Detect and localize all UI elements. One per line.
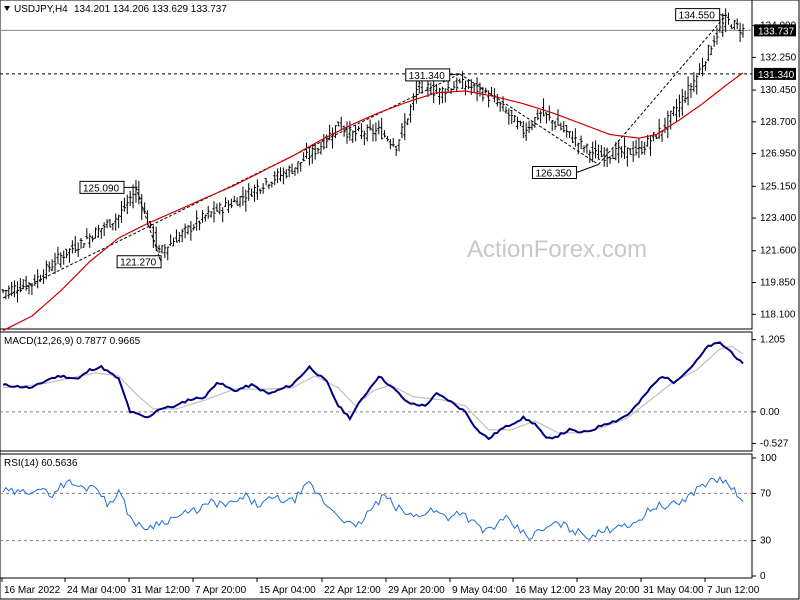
time-tick-label: 23 May 20:00 — [579, 585, 640, 596]
price-tick-label: 130.450 — [760, 85, 797, 96]
rsi-panel — [0, 453, 753, 579]
macd-panel — [0, 331, 753, 452]
level-label: 125.090 — [83, 183, 120, 194]
macd-layer: 1.205 0.00 -0.527 — [0, 335, 789, 449]
moving-average-line — [2, 72, 744, 332]
time-tick-label: 16 Mar 2022 — [4, 585, 61, 596]
rsi-layer: 100 70 30 0 — [0, 453, 777, 582]
resistance-price-text: 131.340 — [758, 70, 795, 81]
dropdown-triangle-icon[interactable] — [4, 6, 10, 11]
price-tick-label: 132.250 — [760, 52, 797, 63]
time-tick-label: 24 Mar 04:00 — [67, 585, 126, 596]
rsi-tick-label: 100 — [760, 453, 777, 464]
time-tick-label: 22 Apr 12:00 — [324, 585, 381, 596]
level-label: 121.270 — [120, 258, 157, 269]
current-price-text: 133.737 — [758, 26, 795, 37]
price-panel — [0, 0, 753, 330]
price-tick-label: 126.950 — [760, 149, 797, 160]
symbol-label: USDJPY,H4 — [14, 4, 68, 15]
time-axis: 16 Mar 2022 24 Mar 04:00 31 Mar 12:00 7 Apr… — [1, 578, 760, 596]
level-label-pointer — [576, 164, 599, 173]
price-tick-label: 123.400 — [760, 213, 797, 224]
time-tick-label: 29 Apr 20:00 — [388, 585, 445, 596]
swing-line — [598, 15, 727, 165]
time-tick-label: 31 Mar 12:00 — [131, 585, 190, 596]
time-tick-label: 31 May 04:00 — [643, 585, 704, 596]
time-tick-label: 7 Apr 20:00 — [195, 585, 247, 596]
swing-line — [459, 73, 599, 165]
price-tick-label: 128.700 — [760, 117, 797, 128]
level-label: 134.550 — [679, 11, 716, 22]
rsi-tick-label: 70 — [760, 488, 772, 499]
time-tick-label: 9 May 04:00 — [452, 585, 507, 596]
ohlc-values: 134.201 134.206 133.629 133.737 — [74, 4, 227, 15]
rsi-line — [2, 476, 744, 540]
level-label-pointer — [719, 14, 726, 17]
time-tick-label: 15 Apr 04:00 — [259, 585, 316, 596]
level-label-pointer — [158, 256, 162, 262]
price-tick-label: 119.850 — [760, 278, 796, 289]
macd-tick-label: 1.205 — [760, 335, 785, 346]
price-tick-label: 118.100 — [760, 309, 796, 320]
rsi-tick-label: 0 — [760, 571, 766, 582]
macd-line — [2, 341, 744, 441]
price-layer: 118.100 119.850 121.600 123.400 125.150 126.9… — [0, 8, 797, 332]
watermark: ActionForex.com — [467, 236, 647, 263]
macd-tick-label: -0.527 — [760, 438, 789, 449]
price-tick-label: 125.150 — [760, 181, 797, 192]
current-price-tag — [754, 24, 796, 37]
time-tick-label: 7 Jun 12:00 — [707, 585, 760, 596]
time-tick-label: 16 May 12:00 — [515, 585, 576, 596]
level-label: 126.350 — [535, 169, 572, 180]
macd-label: MACD(12,26,9) 0.7877 0.9665 — [4, 336, 141, 347]
macd-signal-line — [2, 345, 744, 434]
price-tick-label: 121.600 — [760, 246, 797, 257]
rsi-tick-label: 30 — [760, 536, 772, 547]
level-label: 131.340 — [409, 71, 446, 82]
rsi-label: RSI(14) 60.5636 — [4, 458, 78, 469]
macd-tick-label: 0.00 — [760, 407, 780, 418]
resistance-price-tag — [754, 67, 796, 80]
level-label-pointer — [449, 73, 460, 76]
